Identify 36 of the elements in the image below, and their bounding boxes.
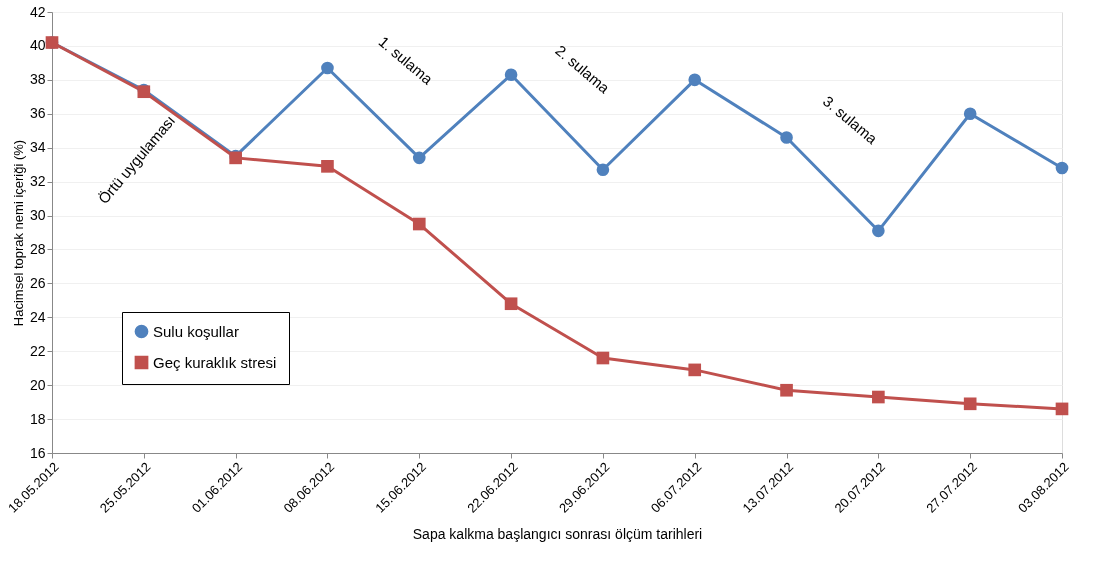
y-tick-label: 16	[29, 444, 46, 461]
point	[321, 61, 334, 75]
point	[963, 397, 977, 411]
point	[596, 163, 610, 177]
point	[872, 224, 885, 238]
point	[596, 351, 610, 365]
point	[780, 383, 793, 397]
y-tick-label: 24	[29, 308, 46, 325]
legend-label: Geç kuraklık stresi	[153, 353, 277, 371]
point	[1055, 402, 1069, 416]
y-tick-label: 28	[29, 240, 46, 257]
y-axis-title: Hacimsel toprak nemi içeriği (%)	[10, 139, 26, 327]
y-tick-label: 42	[29, 3, 46, 20]
y-tick-label: 20	[29, 376, 46, 393]
y-tick-label: 18	[29, 410, 46, 427]
y-tick-label: 32	[29, 173, 46, 190]
y-tick-label: 40	[29, 37, 46, 54]
y-tick-label: 34	[29, 139, 46, 156]
point	[872, 390, 885, 404]
y-tick-label: 26	[29, 274, 46, 291]
y-tick-label: 30	[29, 207, 46, 224]
legend-label: Sulu koşullar	[153, 322, 239, 340]
point	[963, 107, 977, 121]
point	[412, 217, 426, 231]
y-tick-label: 38	[29, 71, 46, 88]
point	[688, 73, 702, 87]
point	[504, 297, 518, 311]
x-axis-title: Sapa kalkma başlangıcı sonrası ölçüm tarihleri	[412, 525, 703, 542]
point	[780, 131, 793, 144]
y-tick-label: 36	[29, 105, 46, 122]
point	[412, 151, 426, 165]
point	[504, 68, 518, 82]
y-tick-label: 22	[29, 342, 46, 359]
point	[321, 160, 334, 173]
point	[1055, 161, 1069, 175]
point	[688, 363, 702, 377]
